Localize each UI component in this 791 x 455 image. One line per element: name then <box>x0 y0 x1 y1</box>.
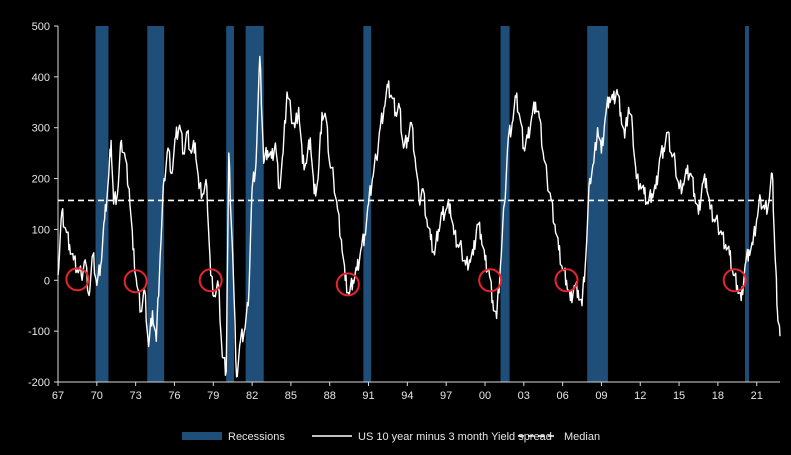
x-tick-label-3: 76 <box>168 390 180 402</box>
x-tick-label-6: 85 <box>285 390 297 402</box>
x-tick-label-2: 73 <box>130 390 142 402</box>
inversion-marker-4 <box>478 268 503 293</box>
x-tick-label-15: 12 <box>634 390 646 402</box>
x-tick-label-7: 88 <box>324 390 336 402</box>
inversion-marker-2 <box>198 268 223 293</box>
recession-bar-7 <box>745 26 749 382</box>
legend-label-1: US 10 year minus 3 month Yield spread <box>358 431 552 443</box>
x-tick-label-12: 03 <box>518 390 530 402</box>
axes: -200 -100 0 100 200 300 400 500 67 70 73 76 79 82 85 88… <box>28 21 780 402</box>
x-tick-label-1: 70 <box>91 390 103 402</box>
inversion-marker-3 <box>335 272 360 297</box>
x-tick-label-5: 82 <box>246 390 258 402</box>
x-tick-label-8: 91 <box>362 390 374 402</box>
recession-bar-3 <box>245 26 264 382</box>
x-tick-label-11: 00 <box>479 390 491 402</box>
inversion-marker-5 <box>554 268 579 293</box>
y-tick-label-6: 400 <box>32 72 50 84</box>
inversion-marker-6 <box>722 268 747 293</box>
inversion-marker-1 <box>123 269 148 294</box>
x-tick-label-4: 79 <box>207 390 219 402</box>
y-tick-label-1: -100 <box>28 326 50 338</box>
inversion-marker-0 <box>65 267 90 292</box>
y-tick-label-3: 100 <box>32 224 50 236</box>
x-tick-label-10: 97 <box>440 390 452 402</box>
y-tick-label-7: 500 <box>32 21 50 33</box>
x-tick-label-9: 94 <box>401 390 413 402</box>
x-tick-label-13: 06 <box>556 390 568 402</box>
series <box>57 55 781 378</box>
inversion-markers <box>65 267 747 297</box>
spread-series-line-0 <box>57 55 781 378</box>
x-tick-label-18: 21 <box>751 390 763 402</box>
y-tick-label-2: 0 <box>44 275 50 287</box>
y-tick-label-4: 200 <box>32 174 50 186</box>
legend: Recessions US 10 year minus 3 month Yield… <box>182 431 600 443</box>
legend-label-0: Recessions <box>228 431 285 443</box>
recession-bar-6 <box>587 26 608 382</box>
recession-bar-1 <box>147 26 165 382</box>
y-tick-label-0: -200 <box>28 377 50 389</box>
legend-swatch-recessions <box>182 432 222 440</box>
x-tick-label-0: 67 <box>52 390 64 402</box>
recession-bar-0 <box>95 26 109 382</box>
x-tick-label-14: 09 <box>595 390 607 402</box>
x-tick-label-16: 15 <box>673 390 685 402</box>
x-tick-label-17: 18 <box>712 390 724 402</box>
y-tick-label-5: 300 <box>32 123 50 135</box>
legend-label-2: Median <box>564 431 600 443</box>
recession-bar-4 <box>363 26 372 382</box>
